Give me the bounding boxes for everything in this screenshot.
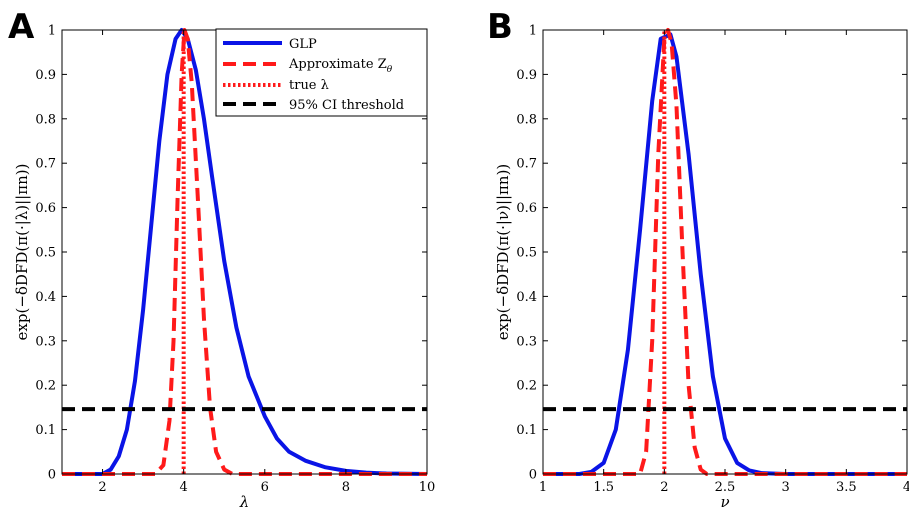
- panel-b-x-tick-label: 1.5: [593, 480, 614, 495]
- panel-a: 2 4 6 8 10 0 0.1 0.2 0.3 0.4 0.5 0.6 0.7 0.8 0.9 1 λ ex…: [13, 24, 435, 512]
- panel-b-y-tick-label: 0.5: [516, 246, 537, 261]
- panel-b-y-tick-label: 0: [529, 468, 537, 483]
- panel-a-series-glp: [62, 28, 428, 476]
- panel-a-ticks: 2 4 6 8 10 0 0.1 0.2 0.3 0.4 0.5 0.6 0.7 0.8 0.9 1: [35, 24, 435, 496]
- panel-b-y-tick-label: 0.3: [516, 334, 537, 349]
- panel-a-x-tick-label: 10: [419, 480, 436, 495]
- panel-a-y-tick-label: 0.2: [35, 379, 56, 394]
- panel-a-x-tick-label: 4: [180, 480, 188, 495]
- panel-a-y-tick-label: 0.3: [35, 334, 56, 349]
- panel-b-y-tick-label: 1: [529, 24, 537, 39]
- panel-b-x-tick-label: 2.5: [715, 480, 736, 495]
- panel-b-y-tick-label: 0.1: [516, 423, 537, 438]
- panel-a-y-tick-label: 0.4: [35, 290, 56, 305]
- panel-b-y-tick-label: 0.2: [516, 379, 537, 394]
- panel-b-x-tick-label: 2: [660, 480, 668, 495]
- panel-b-x-tick-label: 1: [539, 480, 547, 495]
- panel-b-lines: [543, 28, 907, 476]
- panel-label-a: A: [8, 7, 35, 47]
- panel-b-series-glp: [543, 32, 907, 476]
- panel-a-y-tick-label: 0.6: [35, 201, 56, 216]
- panel-b-y-tick-label: 0.6: [516, 201, 537, 216]
- panel-a-x-tick-label: 2: [98, 480, 106, 495]
- panel-a-lines: [62, 28, 428, 476]
- panel-a-y-tick-label: 0: [48, 468, 56, 483]
- panel-a-y-axis-label: exp(−δDFD(π(·|λ)||πn)): [13, 164, 31, 341]
- legend-truth-label: true λ: [289, 78, 329, 93]
- panel-b-x-axis-label: ν: [720, 493, 729, 511]
- panel-a-x-tick-label: 8: [342, 480, 350, 495]
- panel-a-y-tick-label: 0.7: [35, 157, 56, 172]
- panel-a-y-tick-label: 0.1: [35, 423, 56, 438]
- panel-b-x-tick-label: 3.5: [836, 480, 857, 495]
- legend-approx-subscript: θ: [387, 65, 393, 75]
- legend-ci-label: 95% CI threshold: [289, 98, 404, 113]
- panel-b-x-tick-label: 4: [903, 480, 909, 495]
- legend-glp-label: GLP: [289, 37, 317, 52]
- panel-b: 1 1.5 2 2.5 3 3.5 4 0 0.1 0.2 0.3 0.4 0.5 0.6 0.7 0.8 0.…: [494, 24, 909, 512]
- panel-a-y-tick-label: 0.8: [35, 112, 56, 127]
- panel-b-y-tick-label: 0.4: [516, 290, 537, 305]
- panel-b-x-tick-label: 3: [782, 480, 790, 495]
- legend: GLP Approximate Zθ true λ 95% CI thresho…: [215, 28, 428, 117]
- panel-b-y-axis-label: exp(−δDFD(π(·|ν)||πn)): [494, 164, 512, 341]
- panel-a-y-tick-label: 0.9: [35, 68, 56, 83]
- panel-label-b: B: [487, 7, 513, 47]
- panel-b-y-tick-label: 0.8: [516, 112, 537, 127]
- panel-a-series-approximate-z: [62, 28, 427, 476]
- panel-b-y-tick-label: 0.7: [516, 157, 537, 172]
- panel-a-y-tick-label: 0.5: [35, 246, 56, 261]
- legend-approx-label: Approximate Zθ: [288, 57, 393, 75]
- panel-a-y-tick-label: 1: [48, 24, 56, 39]
- panel-b-y-tick-label: 0.9: [516, 68, 537, 83]
- panel-a-x-tick-label: 6: [261, 480, 269, 495]
- panel-a-x-axis-label: λ: [239, 493, 250, 511]
- panel-b-ticks: 1 1.5 2 2.5 3 3.5 4 0 0.1 0.2 0.3 0.4 0.5 0.6 0.7 0.8 0.…: [516, 24, 909, 496]
